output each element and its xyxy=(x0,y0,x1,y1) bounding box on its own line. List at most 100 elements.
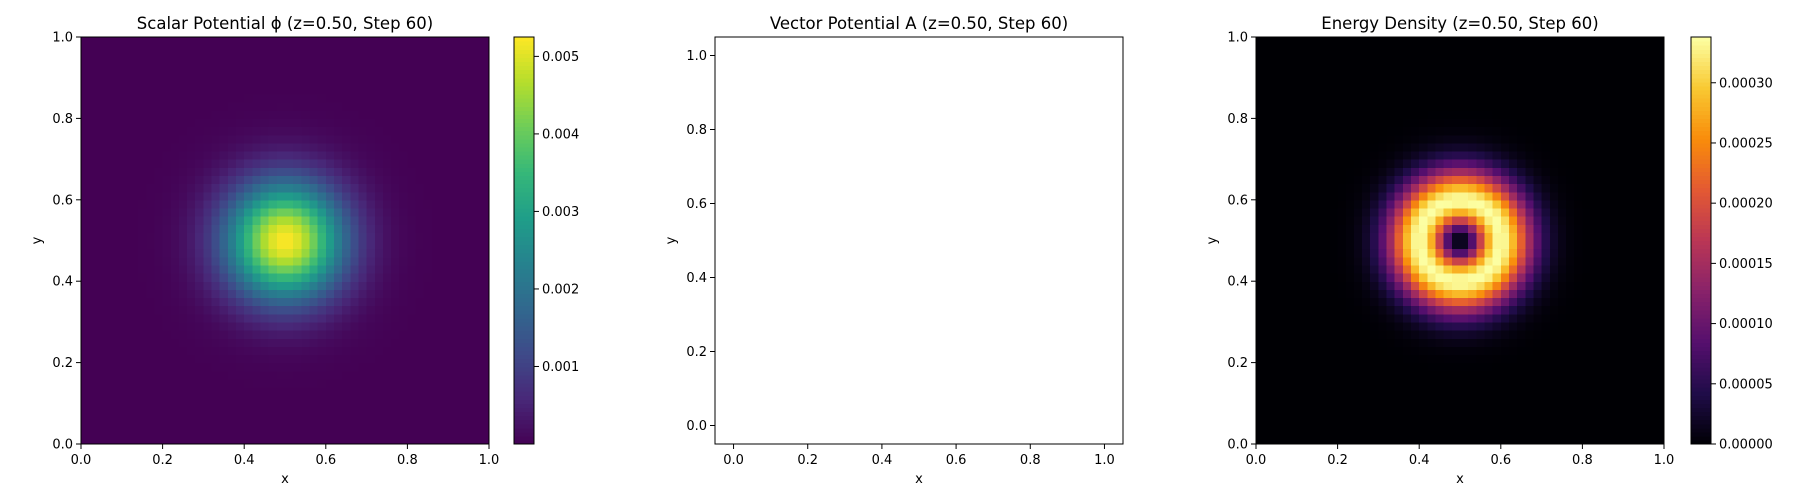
heatmap-cell xyxy=(480,207,490,217)
heatmap-cell xyxy=(374,232,384,242)
heatmap-cell xyxy=(97,159,107,168)
heatmap-cell xyxy=(456,224,466,233)
heatmap-cell xyxy=(1631,362,1641,372)
heatmap-cell xyxy=(1411,313,1420,323)
heatmap-cell xyxy=(1541,102,1551,111)
heatmap-cell xyxy=(1353,118,1363,128)
heatmap-cell xyxy=(162,370,172,380)
heatmap-cell xyxy=(440,427,449,437)
heatmap-cell xyxy=(1606,395,1616,404)
heatmap-cell xyxy=(1460,126,1469,136)
heatmap-cell xyxy=(1304,419,1314,429)
heatmap-cell xyxy=(399,77,408,87)
heatmap-cell xyxy=(203,102,213,111)
heatmap-cell xyxy=(1541,142,1551,152)
heatmap-cell xyxy=(219,167,229,176)
heatmap-cell xyxy=(342,273,351,282)
heatmap-cell xyxy=(358,167,368,176)
heatmap-cell xyxy=(456,159,466,168)
heatmap-cell xyxy=(121,370,131,380)
heatmap-cell xyxy=(1345,240,1355,250)
heatmap-cell xyxy=(1337,93,1347,103)
heatmap-cell xyxy=(440,110,449,119)
heatmap-cell xyxy=(252,118,262,128)
heatmap-cell xyxy=(1304,110,1314,119)
heatmap-cell xyxy=(203,305,213,315)
heatmap-cell xyxy=(105,370,115,380)
heatmap-cell xyxy=(1280,427,1290,437)
heatmap-cell xyxy=(1443,411,1453,421)
heatmap-cell xyxy=(1427,118,1437,128)
heatmap-cell xyxy=(1476,403,1486,413)
heatmap-cell xyxy=(333,102,343,111)
heatmap-cell xyxy=(472,256,482,266)
heatmap-cell xyxy=(268,240,278,250)
heatmap-cell xyxy=(1337,45,1347,54)
heatmap-cell xyxy=(1288,248,1298,258)
heatmap-cell xyxy=(129,387,139,396)
heatmap-cell xyxy=(227,126,237,136)
heatmap-cell xyxy=(1427,362,1437,372)
heatmap-cell xyxy=(1362,69,1371,79)
heatmap-cell xyxy=(382,85,392,95)
heatmap-cell xyxy=(81,305,90,315)
heatmap-cell xyxy=(121,313,131,323)
heatmap-cell xyxy=(1353,338,1363,347)
heatmap-cell xyxy=(1500,435,1510,445)
heatmap-cell xyxy=(1288,134,1298,144)
heatmap-cell xyxy=(285,61,294,71)
heatmap-cell xyxy=(1411,330,1420,339)
heatmap-cell xyxy=(187,118,196,128)
heatmap-cell xyxy=(121,264,131,274)
heatmap-cell xyxy=(1557,395,1567,404)
heatmap-cell xyxy=(1598,142,1608,152)
heatmap-cell xyxy=(1615,142,1624,152)
heatmap-cell xyxy=(415,395,425,404)
heatmap-cell xyxy=(1590,142,1600,152)
heatmap-cell xyxy=(1566,395,1575,404)
heatmap-cell xyxy=(1394,297,1404,307)
heatmap-cell xyxy=(203,264,213,274)
heatmap-cell xyxy=(472,93,482,103)
heatmap-cell xyxy=(1623,93,1632,103)
heatmap-cell xyxy=(1492,289,1502,299)
heatmap-cell xyxy=(1598,191,1608,201)
heatmap-cell xyxy=(1378,330,1388,339)
heatmap-cell xyxy=(1500,240,1510,250)
heatmap-cell xyxy=(1296,378,1306,388)
colorbar-segment xyxy=(514,378,534,384)
heatmap-cell xyxy=(285,354,294,364)
heatmap-cell xyxy=(1508,77,1518,87)
heatmap-cell xyxy=(187,273,196,282)
heatmap-cell xyxy=(236,256,245,266)
heatmap-cell xyxy=(1329,150,1339,160)
heatmap-cell xyxy=(105,321,115,331)
heatmap-cell xyxy=(1517,150,1526,160)
heatmap-cell xyxy=(350,183,360,193)
heatmap-cell xyxy=(1435,435,1445,445)
heatmap-cell xyxy=(146,150,156,160)
heatmap-cell xyxy=(1386,142,1396,152)
heatmap-cell xyxy=(1386,61,1396,71)
heatmap-cell xyxy=(1582,378,1592,388)
heatmap-cell xyxy=(1304,53,1314,63)
heatmap-cell xyxy=(138,338,147,347)
heatmap-cell xyxy=(211,419,221,429)
heatmap-cell xyxy=(366,69,376,79)
heatmap-cell xyxy=(1443,264,1453,274)
heatmap-cell xyxy=(317,142,327,152)
heatmap-cell xyxy=(195,370,204,380)
heatmap-cell xyxy=(1541,273,1551,282)
heatmap-cell xyxy=(1321,313,1331,323)
heatmap-cell xyxy=(431,126,441,136)
colorbar-segment xyxy=(514,85,534,91)
heatmap-cell xyxy=(1280,110,1290,119)
heatmap-cell xyxy=(480,110,490,119)
heatmap-cell xyxy=(154,167,164,176)
heatmap-cell xyxy=(89,435,98,445)
heatmap-cell xyxy=(154,77,164,87)
heatmap-cell xyxy=(1402,305,1412,315)
heatmap-cell xyxy=(97,53,107,63)
heatmap-cell xyxy=(1304,427,1314,437)
heatmap-cell xyxy=(350,411,360,421)
